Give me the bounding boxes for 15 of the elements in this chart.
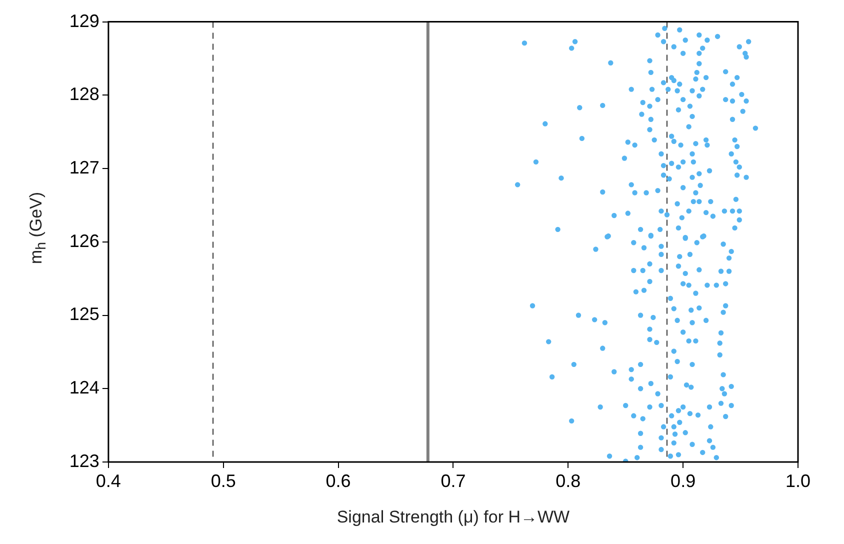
x-axis-title: Signal Strength (μ) for H→WW (336, 507, 570, 526)
y-tick-label: 124 (69, 378, 100, 398)
y-tick-label: 125 (69, 304, 100, 324)
y-tick-label: 123 (69, 450, 100, 471)
x-tick-label: 0.7 (440, 470, 466, 491)
y-tick-label: 126 (69, 230, 100, 251)
y-tick-label: 127 (69, 158, 100, 178)
x-tick-label: 0.6 (326, 470, 351, 491)
y-tick-label: 129 (69, 10, 100, 31)
x-tick-label: 0.9 (670, 470, 696, 491)
x-tick-label: 0.8 (556, 470, 581, 491)
x-tick-label: 1.0 (785, 470, 811, 491)
y-tick-label: 128 (69, 84, 100, 104)
x-tick-label: 0.5 (210, 470, 236, 491)
x-tick-label: 0.4 (96, 470, 121, 491)
